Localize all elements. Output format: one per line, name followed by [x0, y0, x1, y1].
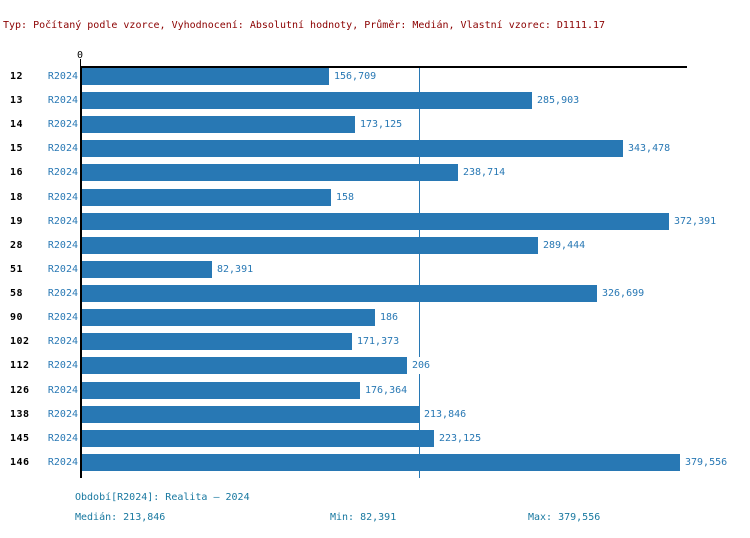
axis-top-line [80, 66, 687, 68]
row-category-label: 102 [10, 336, 30, 347]
row-series-label: R2024 [47, 336, 78, 347]
bar-value-label: 82,391 [216, 261, 255, 278]
value-bar [82, 237, 538, 254]
value-bar [82, 454, 680, 471]
chart-row: 16 R2024 238,714 [0, 164, 750, 181]
footer-period-text: Období[R2024]: Realita – 2024 [75, 492, 250, 503]
bar-value-label: 379,556 [684, 454, 729, 471]
value-bar [82, 116, 355, 133]
chart-row: 145 R2024 223,125 [0, 430, 750, 447]
chart-row: 126 R2024 176,364 [0, 382, 750, 399]
value-bar [82, 357, 407, 374]
row-series-label: R2024 [47, 457, 78, 468]
row-category-label: 145 [10, 433, 30, 444]
bar-value-label: 289,444 [542, 237, 587, 254]
row-category-label: 12 [10, 71, 24, 82]
chart-row: 146 R2024 379,556 [0, 454, 750, 471]
chart-row: 18 R2024 158 [0, 189, 750, 206]
value-bar [82, 333, 352, 350]
value-bar [82, 261, 212, 278]
row-series-label: R2024 [47, 264, 78, 275]
value-bar [82, 285, 597, 302]
bar-value-label: 158 [335, 189, 356, 206]
bar-value-label: 372,391 [673, 213, 718, 230]
value-bar [82, 213, 669, 230]
row-category-label: 15 [10, 143, 24, 154]
row-series-label: R2024 [47, 119, 78, 130]
value-bar [82, 430, 434, 447]
bar-value-label: 206 [411, 357, 432, 374]
row-category-label: 138 [10, 409, 30, 420]
footer-min-stat: Min: 82,391 [330, 512, 397, 523]
footer-max-stat: Max: 379,556 [528, 512, 601, 523]
chart-row: 13 R2024 285,903 [0, 92, 750, 109]
row-category-label: 18 [10, 192, 24, 203]
row-series-label: R2024 [47, 95, 78, 106]
chart-row: 28 R2024 289,444 [0, 237, 750, 254]
row-category-label: 19 [10, 216, 24, 227]
row-category-label: 28 [10, 240, 24, 251]
footer-median-stat: Medián: 213,846 [75, 512, 166, 523]
chart-row: 102 R2024 171,373 [0, 333, 750, 350]
row-category-label: 13 [10, 95, 24, 106]
row-category-label: 51 [10, 264, 24, 275]
axis-zero-tick [80, 59, 81, 66]
bar-value-label: 173,125 [359, 116, 404, 133]
chart-row: 19 R2024 372,391 [0, 213, 750, 230]
row-series-label: R2024 [47, 143, 78, 154]
row-category-label: 146 [10, 457, 30, 468]
chart-row: 14 R2024 173,125 [0, 116, 750, 133]
row-series-label: R2024 [47, 360, 78, 371]
row-series-label: R2024 [47, 71, 78, 82]
row-category-label: 90 [10, 312, 24, 323]
axis-zero-label: 0 [76, 50, 84, 61]
row-series-label: R2024 [47, 409, 78, 420]
value-bar [82, 309, 375, 326]
chart-row: 58 R2024 326,699 [0, 285, 750, 302]
row-category-label: 112 [10, 360, 30, 371]
row-series-label: R2024 [47, 312, 78, 323]
bar-value-label: 238,714 [462, 164, 507, 181]
row-category-label: 16 [10, 167, 24, 178]
row-series-label: R2024 [47, 216, 78, 227]
bar-value-label: 171,373 [356, 333, 401, 350]
bar-value-label: 343,478 [627, 140, 672, 157]
axis-left-line [80, 66, 82, 478]
chart-row: 112 R2024 206 [0, 357, 750, 374]
row-category-label: 58 [10, 288, 24, 299]
chart-row: 15 R2024 343,478 [0, 140, 750, 157]
chart-title: Typ: Počítaný podle vzorce, Vyhodnocení:… [3, 20, 606, 31]
chart-row: 90 R2024 186 [0, 309, 750, 326]
chart-row: 51 R2024 82,391 [0, 261, 750, 278]
value-bar [82, 164, 458, 181]
bar-value-label: 156,709 [333, 68, 378, 85]
row-series-label: R2024 [47, 167, 78, 178]
bar-value-label: 223,125 [438, 430, 483, 447]
median-reference-line [419, 68, 420, 478]
row-series-label: R2024 [47, 240, 78, 251]
value-bar [82, 406, 419, 423]
row-series-label: R2024 [47, 433, 78, 444]
row-category-label: 14 [10, 119, 24, 130]
bar-value-label: 285,903 [536, 92, 581, 109]
bar-value-label: 186 [379, 309, 400, 326]
value-bar [82, 140, 623, 157]
value-bar [82, 382, 360, 399]
value-bar [82, 92, 532, 109]
row-series-label: R2024 [47, 192, 78, 203]
value-bar [82, 68, 329, 85]
bar-value-label: 326,699 [601, 285, 646, 302]
row-category-label: 126 [10, 385, 30, 396]
bar-value-label: 176,364 [364, 382, 409, 399]
bar-value-label: 213,846 [423, 406, 468, 423]
value-bar [82, 189, 331, 206]
chart-row: 12 R2024 156,709 [0, 68, 750, 85]
row-series-label: R2024 [47, 288, 78, 299]
row-series-label: R2024 [47, 385, 78, 396]
chart-row: 138 R2024 213,846 [0, 406, 750, 423]
